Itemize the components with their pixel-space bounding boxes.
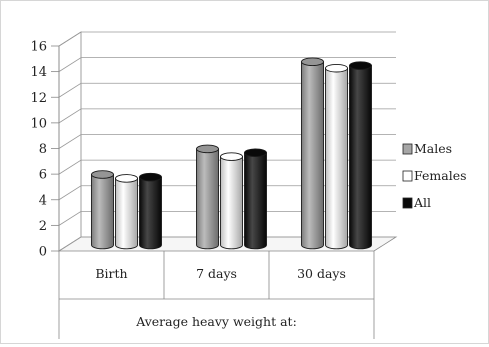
y-tick-label: 0: [39, 245, 47, 260]
bar-top: [139, 172, 162, 182]
category-label: 30 days: [297, 266, 346, 281]
bar-body: [349, 65, 372, 250]
bar: [325, 63, 348, 250]
y-axis-ticks: 0 2 4 6 8 10 12 14 16: [30, 40, 60, 260]
legend-swatch: [402, 170, 413, 182]
bar-body: [244, 152, 267, 250]
y-tick-label: 16: [30, 40, 47, 55]
bars: [91, 57, 372, 250]
gridline: [58, 236, 396, 252]
bar-top: [325, 63, 348, 73]
y-tick-label: 14: [30, 65, 47, 80]
gridline: [58, 82, 396, 98]
gridline: [58, 57, 396, 72]
legend-item: Females: [402, 168, 467, 183]
bar: [301, 57, 324, 250]
bar-body: [325, 67, 348, 250]
bar: [349, 61, 372, 250]
legend-swatch: [402, 143, 413, 155]
gridline: [58, 210, 396, 226]
y-tick-label: 6: [39, 168, 47, 183]
bar-top: [91, 170, 114, 179]
bar: [244, 148, 267, 250]
y-tick-label: 10: [30, 116, 47, 131]
legend-label: Females: [414, 168, 467, 183]
gridline: [58, 159, 396, 175]
bar-top: [196, 144, 219, 154]
bar-body: [220, 156, 243, 250]
category-label: 7 days: [196, 266, 237, 281]
bar-body: [301, 61, 324, 250]
bar-top: [301, 57, 324, 67]
bar-body: [196, 148, 219, 250]
y-tick-label: 12: [30, 91, 47, 106]
bar: [115, 174, 138, 250]
category-label: Birth: [95, 266, 127, 281]
legend-label: All: [413, 195, 431, 210]
bar: [139, 172, 162, 250]
x-axis-title: Average heavy weight at:: [135, 314, 297, 329]
legend-swatch: [402, 197, 413, 209]
bar-body: [91, 174, 114, 250]
gridline: [58, 31, 396, 47]
gridline: [58, 108, 396, 124]
legend-item: All: [402, 195, 431, 210]
y-tick-label: 4: [39, 193, 47, 208]
bar-body: [115, 177, 138, 250]
bar: [220, 152, 243, 250]
legend-item: Males: [402, 141, 452, 156]
category-table: Birth 7 days 30 days: [58, 251, 375, 339]
gridline: [58, 185, 396, 201]
y-tick-label: 8: [39, 142, 47, 157]
gridline: [58, 134, 396, 149]
bar: [196, 144, 219, 250]
bar-top: [115, 174, 138, 183]
bar-top: [244, 148, 267, 157]
y-tick-label: 2: [39, 219, 47, 234]
bar-top: [220, 152, 243, 161]
bar-body: [139, 176, 162, 250]
bar-top: [349, 61, 372, 70]
legend-label: Males: [414, 141, 452, 156]
gridlines: [58, 31, 396, 252]
legend: Males Females All: [402, 141, 467, 210]
bar: [91, 170, 114, 250]
